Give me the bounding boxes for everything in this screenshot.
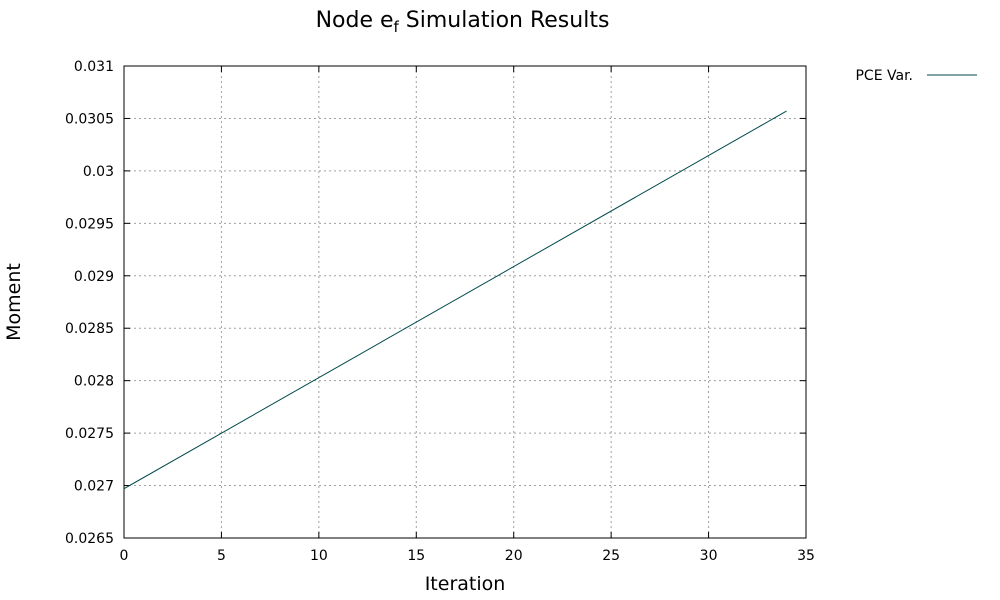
chart-title: Node ef Simulation Results	[315, 8, 610, 36]
series-layer	[123, 110, 787, 490]
y-tick-label: 0.03	[83, 164, 114, 180]
y-tick-label: 0.028	[74, 374, 114, 390]
grid-lines	[124, 66, 806, 538]
y-tick-label: 0.031	[74, 59, 114, 75]
legend: PCE Var.	[855, 68, 977, 84]
x-tick-label: 0	[120, 548, 129, 564]
x-tick-label: 15	[407, 548, 425, 564]
y-tick-label: 0.0295	[65, 216, 114, 232]
x-tick-label: 30	[700, 548, 718, 564]
x-tick-label: 10	[310, 548, 328, 564]
y-tick-label: 0.0275	[65, 426, 114, 442]
y-tick-label: 0.0305	[65, 111, 114, 127]
x-tick-label: 20	[505, 548, 523, 564]
axis-ticks: 0 5 10 15 20 25 30 35 0.0265 0.027 0.0275 0.028 0.02…	[65, 59, 815, 564]
y-tick-label: 0.0285	[65, 321, 114, 337]
x-tick-label: 25	[602, 548, 620, 564]
plot-frame	[123, 65, 807, 539]
series-line	[123, 110, 787, 490]
x-tick-label: 5	[217, 548, 226, 564]
x-axis-label: Iteration	[425, 573, 506, 595]
x-tick-label: 35	[797, 548, 815, 564]
y-tick-label: 0.027	[74, 479, 114, 495]
y-tick-label: 0.029	[74, 269, 114, 285]
legend-label: PCE Var.	[855, 68, 913, 84]
y-tick-label: 0.0265	[65, 531, 114, 547]
y-axis-label: Moment	[3, 263, 25, 341]
